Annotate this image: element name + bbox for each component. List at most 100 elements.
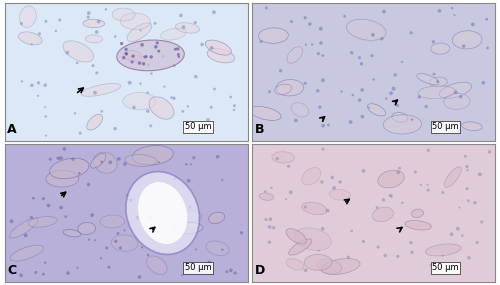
Point (105, 265, 113, 269)
Text: C: C (8, 264, 16, 277)
Point (144, 91, 152, 95)
Point (122, 51, 130, 56)
Point (32, 270, 40, 275)
Point (308, 42, 316, 47)
Point (144, 253, 152, 257)
Ellipse shape (128, 56, 146, 62)
Point (46, 157, 54, 162)
Point (336, 180, 344, 184)
Point (64, 271, 72, 275)
Point (210, 10, 218, 15)
Point (408, 117, 416, 122)
Point (204, 117, 212, 122)
Point (88, 213, 96, 217)
Point (416, 95, 424, 99)
Text: 50 μm: 50 μm (432, 123, 458, 131)
Ellipse shape (258, 28, 288, 43)
Text: 50 μm: 50 μm (432, 263, 458, 272)
Point (40, 272, 48, 276)
Ellipse shape (127, 23, 152, 42)
Point (387, 91, 395, 95)
Text: D: D (255, 264, 265, 277)
Point (160, 84, 168, 89)
Ellipse shape (120, 13, 150, 30)
Point (424, 188, 432, 192)
Point (41, 105, 49, 109)
Point (378, 36, 386, 41)
Point (390, 86, 398, 91)
Point (34, 93, 42, 98)
Point (314, 248, 322, 253)
Ellipse shape (138, 182, 188, 244)
Point (69, 157, 77, 162)
Point (417, 183, 425, 187)
Point (74, 265, 82, 270)
Point (266, 225, 274, 229)
Ellipse shape (291, 103, 308, 117)
Ellipse shape (63, 229, 80, 237)
Point (348, 50, 356, 55)
Point (57, 156, 65, 160)
Point (114, 231, 122, 236)
Point (319, 53, 327, 58)
Point (463, 164, 471, 169)
Point (330, 186, 338, 190)
Ellipse shape (81, 84, 120, 96)
Point (174, 46, 182, 51)
Point (120, 228, 128, 233)
Point (346, 120, 354, 124)
Point (154, 49, 162, 54)
Point (301, 15, 309, 20)
Point (382, 96, 390, 101)
Text: A: A (8, 123, 17, 136)
Point (208, 46, 216, 50)
Ellipse shape (100, 215, 124, 228)
Point (262, 6, 270, 10)
Point (159, 54, 167, 59)
Ellipse shape (384, 115, 422, 134)
Point (89, 63, 97, 68)
Point (218, 178, 226, 182)
Point (170, 63, 178, 68)
Point (207, 105, 215, 109)
Ellipse shape (123, 93, 156, 110)
Ellipse shape (405, 221, 431, 230)
Point (84, 182, 92, 187)
Point (73, 60, 81, 65)
Point (452, 90, 460, 95)
Ellipse shape (302, 202, 327, 215)
Point (42, 133, 50, 138)
Point (190, 155, 198, 160)
Point (314, 51, 322, 56)
Ellipse shape (182, 211, 202, 222)
Point (44, 203, 52, 208)
Point (430, 72, 438, 76)
Point (168, 95, 175, 100)
Point (340, 14, 348, 19)
Point (266, 240, 274, 245)
Point (129, 54, 137, 58)
Point (36, 32, 44, 36)
Point (230, 103, 238, 108)
Point (231, 271, 239, 275)
Point (178, 273, 186, 278)
Ellipse shape (10, 218, 38, 238)
Ellipse shape (83, 19, 104, 28)
Point (360, 239, 368, 244)
Ellipse shape (28, 217, 57, 227)
Point (71, 111, 79, 115)
Point (463, 186, 471, 191)
Point (412, 170, 420, 174)
Point (302, 81, 310, 86)
Point (476, 172, 484, 177)
Point (292, 118, 300, 123)
Text: 50 μm: 50 μm (184, 263, 211, 272)
Ellipse shape (287, 47, 302, 63)
Point (456, 205, 464, 210)
Text: B: B (255, 123, 264, 136)
Point (175, 54, 183, 59)
Ellipse shape (346, 19, 386, 40)
Ellipse shape (63, 41, 94, 62)
Point (288, 19, 296, 24)
Point (130, 105, 138, 110)
